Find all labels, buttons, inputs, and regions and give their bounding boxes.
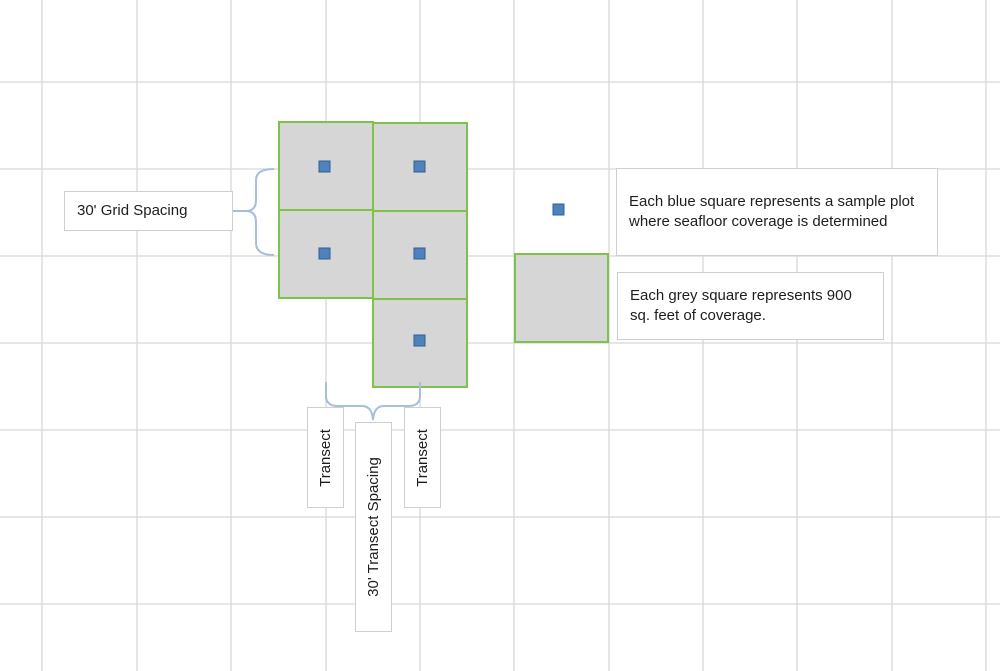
transect-spacing-brace	[325, 382, 421, 421]
coverage-grid	[278, 121, 468, 388]
transect-spacing-text: 30' Transect Spacing	[364, 457, 382, 597]
grid-spacing-brace	[232, 168, 275, 256]
blue-sample-plot	[318, 160, 331, 173]
blue-sample-plot	[413, 247, 426, 260]
legend-blue-square-label: Each blue square represents a sample plo…	[616, 168, 938, 256]
transect-label-left: Transect	[307, 407, 344, 508]
blue-sample-plot	[413, 334, 426, 347]
transect-left-text: Transect	[316, 428, 334, 487]
blue-sample-plot	[413, 160, 426, 173]
legend-grey-coverage-square	[514, 253, 609, 343]
legend-grey-square-text: Each grey square represents 900 sq. feet…	[630, 287, 852, 324]
legend-blue-square-text: Each blue square represents a sample plo…	[629, 193, 915, 230]
transect-spacing-label: 30' Transect Spacing	[355, 422, 392, 632]
transect-label-right: Transect	[404, 407, 441, 508]
legend-blue-sample-plot	[552, 203, 565, 216]
transect-right-text: Transect	[413, 428, 431, 487]
legend-symbols	[514, 203, 609, 343]
grid-spacing-text: 30' Grid Spacing	[77, 202, 188, 219]
grid-spacing-label: 30' Grid Spacing	[64, 191, 233, 231]
blue-sample-plot	[318, 247, 331, 260]
legend-grey-square-label: Each grey square represents 900 sq. feet…	[617, 272, 884, 340]
